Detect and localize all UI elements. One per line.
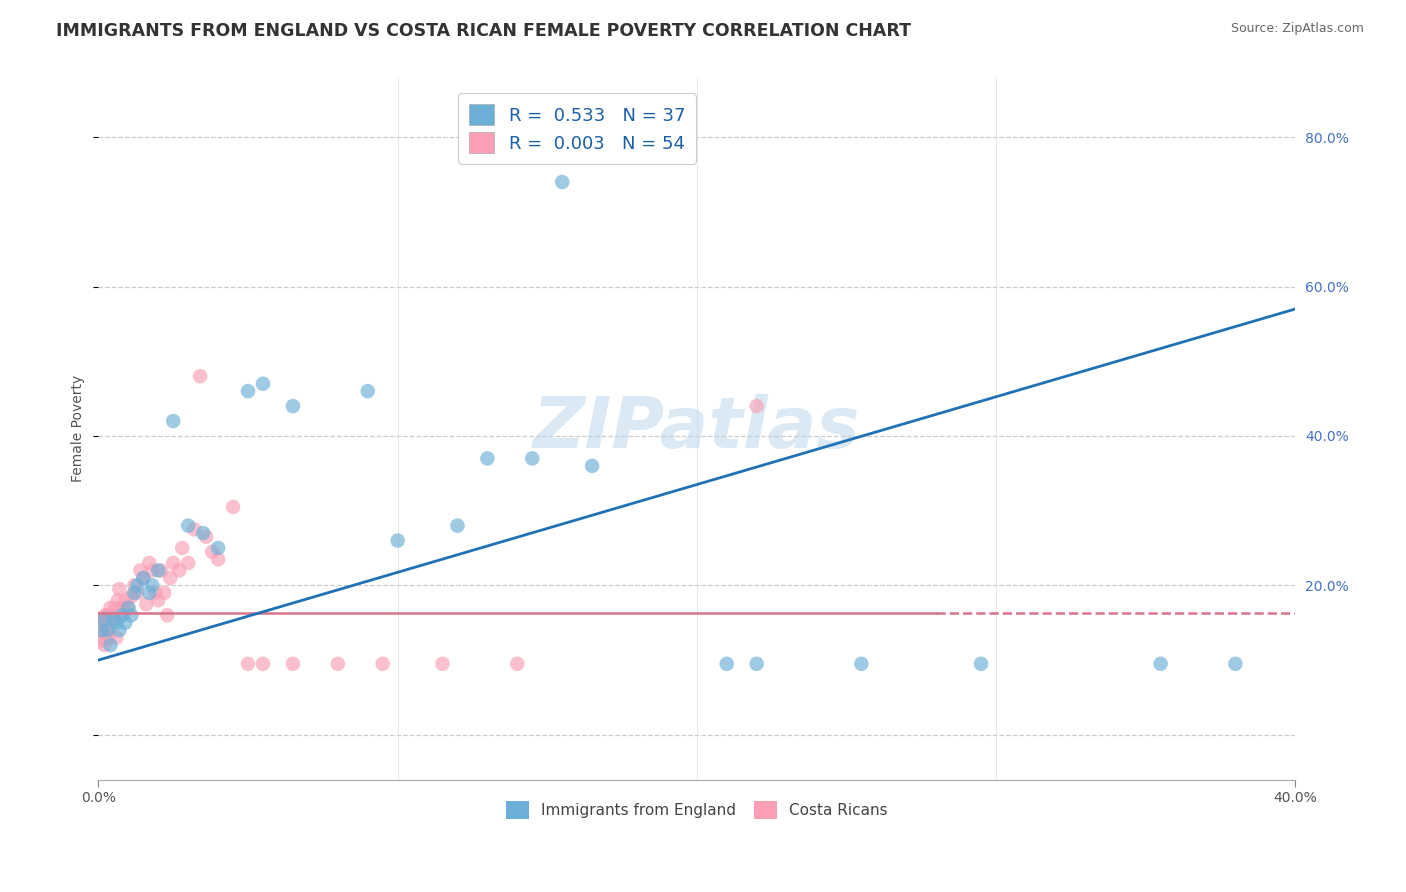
- Point: [94, 624, 117, 638]
- Text: Source: ZipAtlas.com: Source: ZipAtlas.com: [1230, 22, 1364, 36]
- Point: [90, 624, 112, 638]
- Point: [148, 593, 170, 607]
- Point: [195, 530, 218, 544]
- Text: IMMIGRANTS FROM ENGLAND VS COSTA RICAN FEMALE POVERTY CORRELATION CHART: IMMIGRANTS FROM ENGLAND VS COSTA RICAN F…: [56, 22, 911, 40]
- Point: [222, 500, 245, 514]
- Point: [201, 545, 224, 559]
- Point: [107, 593, 129, 607]
- Point: [89, 634, 111, 648]
- Point: [236, 657, 259, 671]
- Point: [745, 399, 768, 413]
- Point: [124, 578, 146, 592]
- Point: [156, 608, 179, 623]
- Point: [970, 657, 993, 671]
- Point: [117, 600, 139, 615]
- Point: [135, 597, 157, 611]
- Point: [138, 556, 160, 570]
- Point: [143, 586, 166, 600]
- Point: [91, 615, 114, 630]
- Point: [1225, 657, 1247, 671]
- Point: [100, 600, 122, 615]
- Point: [111, 608, 134, 623]
- Point: [207, 541, 229, 555]
- Point: [108, 582, 131, 596]
- Point: [162, 556, 184, 570]
- Point: [191, 526, 214, 541]
- Point: [114, 615, 136, 630]
- Point: [105, 631, 128, 645]
- Point: [326, 657, 349, 671]
- Point: [207, 552, 229, 566]
- Point: [89, 631, 111, 645]
- Point: [132, 571, 155, 585]
- Point: [124, 586, 146, 600]
- Point: [159, 571, 181, 585]
- Point: [100, 612, 122, 626]
- Point: [91, 612, 114, 626]
- Point: [129, 564, 152, 578]
- Point: [96, 624, 118, 638]
- Point: [506, 657, 529, 671]
- Point: [105, 615, 128, 630]
- Point: [117, 600, 139, 615]
- Point: [716, 657, 738, 671]
- Point: [252, 376, 274, 391]
- Point: [148, 564, 170, 578]
- Point: [132, 571, 155, 585]
- Text: ZIPatlas: ZIPatlas: [533, 394, 860, 463]
- Point: [745, 657, 768, 671]
- Point: [851, 657, 873, 671]
- Point: [141, 564, 163, 578]
- Point: [127, 578, 149, 592]
- Point: [1149, 657, 1171, 671]
- Point: [150, 564, 173, 578]
- Point: [446, 518, 468, 533]
- Point: [90, 624, 112, 638]
- Point: [281, 399, 304, 413]
- Point: [114, 593, 136, 607]
- Legend: Immigrants from England, Costa Ricans: Immigrants from England, Costa Ricans: [499, 795, 894, 824]
- Point: [127, 586, 149, 600]
- Point: [236, 384, 259, 399]
- Point: [108, 624, 131, 638]
- Point: [97, 624, 120, 638]
- Point: [103, 612, 125, 626]
- Point: [104, 600, 127, 615]
- Point: [97, 631, 120, 645]
- Point: [581, 458, 603, 473]
- Point: [371, 657, 394, 671]
- Point: [188, 369, 211, 384]
- Point: [93, 612, 115, 626]
- Point: [100, 638, 122, 652]
- Point: [110, 608, 132, 623]
- Point: [522, 451, 544, 466]
- Point: [281, 657, 304, 671]
- Point: [432, 657, 454, 671]
- Point: [93, 638, 115, 652]
- Point: [103, 608, 125, 623]
- Y-axis label: Female Poverty: Female Poverty: [72, 375, 86, 483]
- Point: [162, 414, 184, 428]
- Point: [120, 608, 142, 623]
- Point: [177, 518, 200, 533]
- Point: [141, 578, 163, 592]
- Point: [357, 384, 380, 399]
- Point: [477, 451, 499, 466]
- Point: [551, 175, 574, 189]
- Point: [183, 522, 205, 536]
- Point: [94, 608, 117, 623]
- Point: [177, 556, 200, 570]
- Point: [252, 657, 274, 671]
- Point: [167, 564, 190, 578]
- Point: [172, 541, 194, 555]
- Point: [138, 586, 160, 600]
- Point: [153, 586, 176, 600]
- Point: [387, 533, 409, 548]
- Point: [120, 590, 142, 604]
- Point: [96, 608, 118, 623]
- Point: [111, 600, 134, 615]
